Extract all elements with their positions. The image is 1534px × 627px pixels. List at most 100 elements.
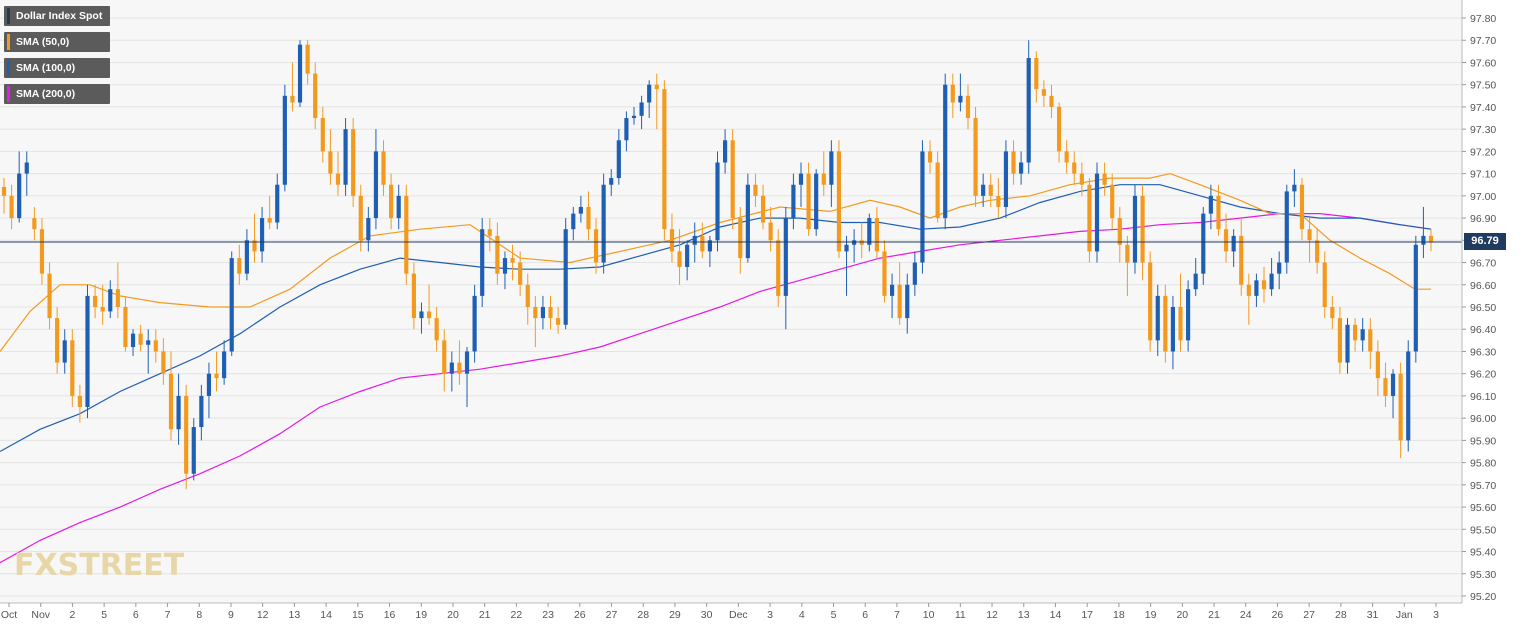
x-tick-label: 9	[228, 609, 234, 621]
x-tick-label: Dec	[729, 609, 748, 621]
y-tick-label: 95.40	[1470, 547, 1496, 559]
candle-body	[745, 184, 750, 259]
candle-body	[677, 251, 682, 267]
candle-body	[647, 84, 652, 103]
candle-body	[1406, 351, 1411, 441]
candle-body	[199, 395, 204, 428]
x-tick-label: 24	[1240, 609, 1252, 621]
candle-body	[351, 129, 356, 196]
legend-swatch	[7, 8, 10, 24]
y-tick-label: 95.50	[1470, 524, 1496, 536]
candle-body	[760, 195, 766, 223]
x-tick-label: Jan	[1396, 609, 1413, 621]
candle-body	[821, 173, 826, 185]
x-tick-label: Oct	[1, 609, 17, 621]
candle-body	[373, 151, 379, 219]
candle-body	[1117, 218, 1122, 245]
candle-body	[1201, 213, 1206, 274]
candle-body	[533, 307, 538, 319]
candle-body	[715, 162, 720, 241]
candle-body	[981, 184, 986, 196]
candle-body	[55, 318, 60, 363]
candle-body	[836, 151, 842, 252]
candle-body	[259, 218, 265, 252]
candle-body	[1277, 262, 1282, 274]
candle-body	[108, 289, 113, 312]
candle-body	[571, 213, 576, 230]
candle-body	[829, 151, 834, 185]
x-tick-label: 28	[637, 609, 649, 621]
x-tick-label: 20	[447, 609, 459, 621]
candle-body	[343, 129, 348, 185]
candle-body	[1072, 162, 1077, 174]
x-tick-label: 5	[831, 609, 837, 621]
candle-body	[776, 240, 781, 296]
legend-item[interactable]: SMA (50,0)	[4, 32, 111, 52]
candle-body	[70, 340, 75, 396]
sma-lines	[0, 172, 1432, 564]
candle-body	[806, 173, 811, 230]
legend-item[interactable]: SMA (100,0)	[4, 58, 111, 78]
candle-body	[730, 140, 735, 219]
candle-body	[1140, 195, 1145, 263]
legend-item[interactable]: SMA (200,0)	[4, 84, 111, 104]
candle-body	[1375, 351, 1380, 379]
candle-body	[214, 373, 219, 379]
candle-body	[563, 229, 568, 325]
candle-body	[1254, 280, 1259, 296]
candle-body	[32, 218, 37, 230]
sma-200-line	[0, 213, 1432, 564]
candle-body	[1193, 273, 1198, 290]
legend-label: SMA (200,0)	[16, 88, 76, 100]
candle-body	[1056, 106, 1062, 152]
candle-body	[1223, 229, 1229, 252]
candle-body	[1216, 195, 1221, 230]
candle-body	[138, 333, 143, 345]
candle-body	[601, 184, 606, 263]
legend-item[interactable]: Dollar Index Spot	[4, 6, 111, 26]
candle-body	[464, 351, 470, 374]
candle-body	[723, 140, 728, 163]
y-tick-label: 96.10	[1470, 391, 1496, 403]
candle-body	[548, 307, 553, 319]
candles	[1, 40, 1434, 490]
candle-body	[1208, 195, 1213, 214]
candle-body	[1428, 235, 1434, 243]
y-tick-label: 95.30	[1470, 569, 1496, 581]
candle-body	[191, 427, 196, 474]
x-tick-label: 19	[415, 609, 427, 621]
candle-body	[1353, 324, 1358, 341]
candle-body	[1019, 162, 1024, 174]
x-tick-label: 2	[70, 609, 76, 621]
candle-body	[988, 184, 993, 196]
candle-body	[411, 273, 416, 319]
legend-swatch	[7, 86, 10, 102]
candle-body	[510, 258, 515, 263]
candle-body	[267, 218, 272, 223]
candle-body	[1110, 184, 1115, 219]
candle-body	[1, 186, 7, 196]
candle-body	[1398, 373, 1403, 441]
candle-body	[783, 218, 788, 296]
candle-body	[867, 218, 872, 245]
candle-body	[404, 195, 409, 274]
candle-body	[297, 44, 303, 103]
y-tick-label: 97.50	[1470, 80, 1496, 92]
candle-body	[358, 195, 363, 241]
sma-50-line	[0, 172, 1431, 352]
candle-body	[609, 178, 614, 185]
candle-body	[282, 95, 287, 185]
candle-body	[935, 162, 940, 219]
candle-body	[1087, 184, 1092, 252]
candle-body	[47, 273, 52, 319]
candle-body	[1102, 173, 1107, 185]
x-tick-label: 31	[1367, 609, 1379, 621]
candle-body	[1292, 184, 1297, 192]
x-axis: Oct Nov 2 5 6 7 8 9 12 13 14 15 16 19 20 21 22 23 26 27 28 29…	[1, 603, 1439, 621]
x-tick-label: 27	[1303, 609, 1315, 621]
candle-body	[669, 229, 675, 252]
x-tick-label: 27	[606, 609, 618, 621]
candle-body	[958, 95, 963, 103]
candle-body	[206, 373, 212, 396]
